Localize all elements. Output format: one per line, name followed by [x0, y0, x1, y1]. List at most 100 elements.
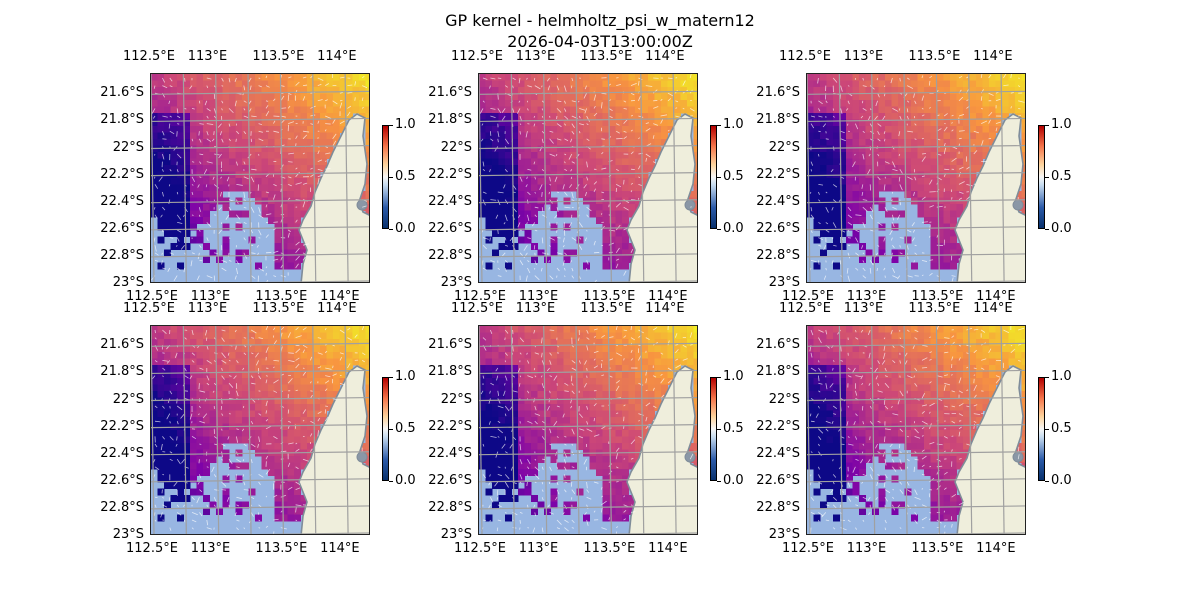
field-cell — [268, 165, 275, 172]
colorbar-tick — [1045, 228, 1049, 230]
quiver-arrow — [243, 191, 246, 199]
field-cell — [1008, 80, 1016, 88]
field-cell — [833, 100, 840, 107]
field-cell — [268, 352, 275, 359]
quiver-arrow — [325, 367, 332, 370]
quiver-arrow — [586, 229, 588, 232]
field-cell — [813, 145, 821, 153]
field-cell — [190, 178, 197, 185]
field-cell — [261, 191, 269, 198]
field-cell — [924, 100, 931, 107]
field-cell — [537, 443, 545, 450]
field-cell — [635, 132, 642, 140]
field-cell — [209, 197, 217, 205]
field-cell — [648, 119, 655, 127]
field-cell — [583, 80, 590, 88]
quiver-arrow — [890, 237, 893, 241]
field-cell — [164, 449, 171, 457]
field-cell — [485, 217, 493, 224]
field-cell — [320, 365, 327, 372]
field-cell — [177, 417, 184, 424]
x-tick-label-top: 113°E — [843, 49, 884, 64]
quiver-arrow — [176, 398, 178, 404]
quiver-arrow — [943, 142, 946, 147]
quiver-arrow — [206, 382, 210, 386]
field-cell — [339, 326, 347, 333]
field-cell — [950, 145, 957, 153]
quiver-arrow — [250, 329, 257, 334]
quiver-arrow — [906, 77, 910, 80]
field-cell — [865, 139, 873, 146]
field-cell — [878, 184, 886, 192]
quiver-arrow — [250, 207, 255, 213]
field-cell — [294, 508, 301, 515]
field-cell — [485, 404, 493, 411]
quiver-arrow — [362, 205, 367, 208]
gridline-lat — [151, 369, 369, 375]
field-cell — [255, 100, 262, 107]
field-cell — [492, 384, 499, 392]
field-cell — [872, 152, 879, 159]
quiver-arrow — [287, 105, 291, 109]
field-cell — [563, 126, 571, 133]
quiver-arrow — [534, 191, 536, 194]
field-cell — [352, 100, 360, 107]
field-cell — [300, 391, 308, 398]
field-cell — [622, 152, 629, 159]
quiver-arrow — [273, 130, 280, 133]
quiver-arrow — [258, 481, 261, 485]
field-cell — [563, 371, 571, 379]
field-cell — [550, 158, 558, 166]
quiver-arrow — [869, 260, 874, 266]
field-cell — [261, 462, 269, 470]
field-cell — [307, 365, 314, 372]
field-cell — [813, 152, 821, 159]
field-cell — [177, 139, 184, 146]
quiver-arrow — [213, 184, 219, 189]
field-cell — [203, 469, 210, 476]
field-cell — [950, 74, 957, 81]
quiver-arrow — [243, 352, 247, 356]
quiver-arrow — [324, 380, 330, 384]
quiver-arrow — [160, 214, 163, 218]
field-cell — [196, 152, 204, 159]
quiver-arrow — [317, 174, 324, 178]
field-cell — [969, 152, 977, 159]
field-cell — [693, 171, 697, 179]
field-cell — [222, 139, 230, 146]
field-cell — [300, 119, 308, 127]
field-cell — [294, 397, 301, 405]
field-cell — [261, 423, 269, 431]
quiver-arrow — [266, 279, 269, 282]
field-cell — [229, 87, 236, 94]
field-cell — [622, 80, 629, 88]
field-cell — [667, 113, 675, 120]
field-cell — [300, 204, 308, 211]
quiver-arrow — [638, 108, 641, 110]
field-cell — [891, 74, 899, 81]
field-cell — [300, 495, 308, 502]
field-cell — [846, 184, 853, 192]
field-cell — [917, 152, 925, 159]
field-cell — [222, 501, 230, 509]
field-cell — [209, 378, 217, 385]
field-cell — [352, 339, 360, 346]
field-cell — [492, 74, 499, 81]
quiver-arrow — [176, 504, 179, 508]
quiver-arrow — [218, 229, 222, 235]
quiver-arrow — [660, 118, 664, 124]
field-cell — [151, 462, 158, 470]
field-cell — [365, 119, 369, 127]
field-cell — [570, 87, 577, 94]
field-cell — [248, 417, 256, 424]
quiver-arrow — [882, 115, 886, 121]
field-cell — [537, 397, 545, 405]
field-cell — [589, 171, 597, 179]
field-cell — [550, 139, 558, 146]
field-cell — [492, 100, 499, 107]
quiver-arrow — [638, 176, 641, 179]
field-cell — [242, 74, 249, 81]
field-cell — [492, 119, 499, 127]
field-cell — [274, 191, 282, 198]
field-cell — [1015, 74, 1022, 81]
